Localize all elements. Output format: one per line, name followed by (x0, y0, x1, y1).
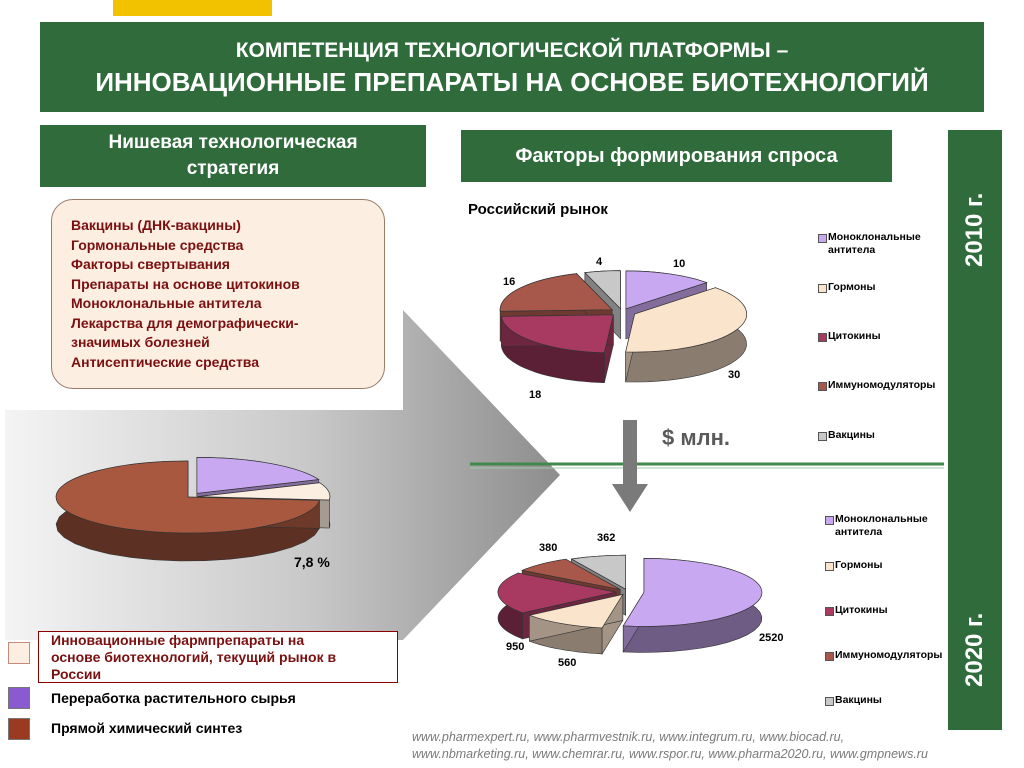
pie-market-slice-top-1 (197, 482, 331, 501)
niche-item: Препараты на основе цитокинов (71, 275, 300, 292)
legend-chem-label: Прямой химический синтез (51, 720, 243, 736)
niche-strategy-title: Нишевая технологическая стратегия (40, 125, 426, 187)
russian-market-label: Российский рынок (468, 201, 608, 218)
pie-2010-slice-top-4 (584, 270, 621, 310)
pie-top-label-vaccines: 4 (596, 256, 603, 268)
header-line-2: ИННОВАЦИОННЫЕ ПРЕПАРАТЫ НА ОСНОВЕ БИОТЕХ… (95, 67, 929, 97)
pie-top-label-hormones: 30 (728, 369, 741, 381)
sources-line-1: www.pharmexpert.ru, www.pharmvestnik.ru,… (412, 730, 845, 744)
pie-2010-slice-top-1 (625, 287, 747, 353)
pie-top-label-monoclonal: 10 (673, 258, 686, 270)
year-side-band: 2010 г. 2020 г. (948, 130, 1002, 730)
niche-item: Факторы свертывания (71, 256, 230, 272)
pie-bottom-label-immuno: 380 (539, 542, 558, 554)
niche-item: Моноклональные антитела (71, 295, 262, 311)
legend-swatch-plant (8, 687, 30, 709)
legend-plant-label: Переработка растительного сырья (51, 690, 296, 706)
legend-innovative-box: Инновационные фармпрепараты на основе би… (38, 631, 398, 683)
pie-2010-slice-top-3 (499, 273, 613, 312)
pie-bottom-label-hormones: 560 (558, 657, 577, 669)
legend-innovative-line-3: России (51, 666, 102, 682)
pie-top-label-cytokines: 18 (529, 389, 542, 401)
pie-bottom-label-cytokines: 950 (506, 641, 525, 653)
sources-line-2: www.nbmarketing.ru, www.chemrar.ru, www.… (412, 747, 928, 761)
pie-2020-slice-top-4 (570, 554, 626, 590)
legend-innovative-line-1: Инновационные фармпрепараты на (51, 632, 305, 648)
pie-2020-slice-top-1 (528, 593, 624, 629)
header-banner: КОМПЕТЕНЦИЯ ТЕХНОЛОГИЧЕСКОЙ ПЛАТФОРМЫ – … (40, 22, 984, 112)
niche-item: Гормональные средства (71, 236, 244, 253)
niche-item: Антисептические средства (71, 353, 260, 370)
legend-innovative-line-2: основе биотехнологий, текущий рынок в (51, 649, 337, 665)
niche-item: значимых болезней (71, 334, 210, 350)
pie-2010-slice-top-0 (625, 270, 708, 310)
pie-2020-slice-top-3 (521, 558, 621, 590)
legend-swatch-chem (8, 718, 30, 740)
pie-bottom-label-monoclonal: 2520 (759, 632, 784, 644)
innovative-share-label: 7,8 % (294, 554, 330, 570)
top-accent-bar (113, 0, 272, 16)
pie-market-slice-top-0 (196, 457, 320, 494)
demand-factors-title: Факторы формирования спроса (461, 130, 892, 182)
pie-top-label-immuno: 16 (503, 276, 516, 288)
header-line-1: КОМПЕТЕНЦИЯ ТЕХНОЛОГИЧЕСКОЙ ПЛАТФОРМЫ – (235, 39, 789, 62)
niche-title-line-1: Нишевая технологическая (108, 132, 358, 153)
pie-bottom-label-vaccines: 362 (597, 532, 616, 544)
legend-swatch-innovative (8, 642, 30, 664)
pie-2010-slice-top-2 (501, 314, 614, 354)
unit-label: $ млн. (662, 425, 730, 450)
down-arrow-icon (612, 420, 648, 512)
pie-2020-slice-top-0 (622, 558, 763, 627)
niche-title-line-2: стратегия (186, 158, 280, 179)
pie-2020-slice-top-2 (497, 572, 617, 614)
niche-items-box: Вакцины (ДНК-вакцины) Гормональные средс… (51, 199, 385, 389)
pie-market-slice-top-2 (55, 460, 320, 534)
niche-item: Лекарства для демографически- (71, 314, 299, 331)
sources-text: www.pharmexpert.ru, www.pharmvestnik.ru,… (412, 729, 928, 763)
niche-item: Вакцины (ДНК-вакцины) (71, 217, 241, 233)
